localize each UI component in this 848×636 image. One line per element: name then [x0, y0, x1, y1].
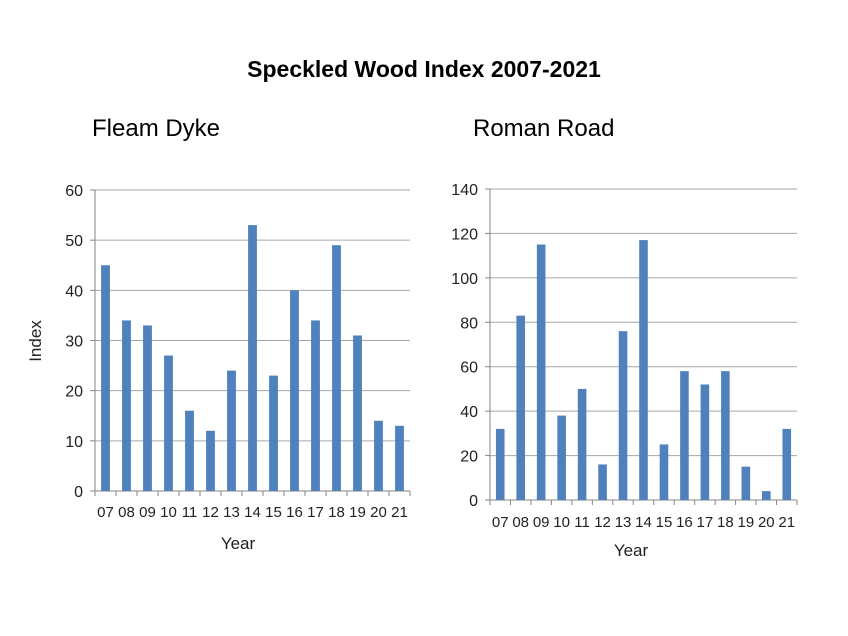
y-tick-label: 0	[469, 493, 478, 510]
bar-07	[495, 428, 505, 500]
bar-19	[353, 335, 362, 491]
x-tick-label: 20	[758, 514, 775, 531]
y-tick-label: 140	[451, 182, 478, 199]
y-tick-label: 0	[74, 484, 83, 501]
bar-21	[395, 425, 404, 491]
x-tick-label: 18	[717, 514, 734, 531]
bar-18	[721, 371, 730, 500]
y-tick-label: 20	[460, 449, 478, 466]
x-tick-label: 09	[533, 514, 550, 531]
x-tick-label: 10	[553, 514, 570, 531]
x-tick-label: 21	[391, 504, 408, 521]
bar-17	[311, 320, 320, 491]
bar-15	[269, 375, 278, 491]
x-tick-label: 15	[265, 504, 282, 521]
x-tick-label: 08	[512, 514, 529, 531]
y-tick-label: 20	[65, 384, 83, 401]
x-tick-label: 13	[615, 514, 632, 531]
x-tick-label: 11	[182, 504, 198, 521]
bar-11	[185, 410, 194, 491]
bar-10	[164, 355, 173, 491]
bar-15	[659, 444, 669, 500]
x-axis-label: Year	[221, 534, 256, 553]
y-tick-label: 40	[460, 404, 478, 421]
bar-21	[782, 428, 792, 500]
y-tick-label: 120	[451, 226, 478, 243]
x-tick-label: 19	[737, 514, 754, 531]
y-tick-label: 60	[460, 360, 478, 377]
bar-16	[290, 290, 299, 491]
bar-18	[332, 245, 341, 491]
x-tick-label: 17	[697, 514, 714, 531]
x-tick-label: 20	[370, 504, 387, 521]
y-tick-label: 30	[65, 334, 83, 351]
x-tick-label: 14	[635, 514, 652, 531]
bar-17	[700, 384, 710, 500]
x-tick-label: 16	[286, 504, 303, 521]
x-tick-label: 08	[118, 504, 135, 521]
bar-12	[598, 464, 607, 500]
bar-09	[536, 244, 546, 500]
chart-title-fleam-dyke: Fleam Dyke	[92, 115, 221, 142]
x-tick-label: 21	[778, 514, 795, 531]
y-axis-label: Index	[26, 320, 45, 362]
bar-14	[639, 240, 648, 501]
x-tick-label: 12	[594, 514, 611, 531]
y-tick-label: 10	[65, 434, 83, 451]
y-tick-label: 40	[65, 283, 83, 300]
bar-20	[374, 420, 383, 491]
x-tick-label: 19	[349, 504, 366, 521]
x-tick-label: 12	[202, 504, 219, 521]
x-tick-label: 10	[160, 504, 177, 521]
bar-13	[618, 331, 628, 500]
x-tick-label: 16	[676, 514, 693, 531]
x-tick-label: 11	[574, 514, 590, 531]
main-title: Speckled Wood Index 2007-2021	[247, 56, 601, 82]
x-tick-label: 13	[223, 504, 240, 521]
bar-20	[762, 491, 771, 500]
bar-07	[101, 265, 110, 491]
bar-14	[248, 225, 257, 491]
x-tick-label: 15	[656, 514, 673, 531]
x-axis-label: Year	[614, 541, 649, 560]
x-tick-label: 14	[244, 504, 261, 521]
y-tick-label: 50	[65, 233, 83, 250]
bar-16	[680, 371, 689, 500]
bar-08	[122, 320, 131, 491]
y-tick-label: 60	[65, 183, 83, 200]
bar-19	[741, 466, 751, 500]
x-tick-label: 09	[139, 504, 156, 521]
chart-title-roman-road: Roman Road	[473, 115, 615, 142]
y-tick-label: 100	[451, 271, 478, 288]
y-tick-label: 80	[460, 315, 478, 332]
bar-13	[227, 370, 236, 491]
bar-10	[557, 415, 566, 500]
x-tick-label: 17	[307, 504, 324, 521]
x-tick-label: 18	[328, 504, 345, 521]
x-tick-label: 07	[97, 504, 114, 521]
bar-09	[143, 325, 152, 491]
bar-12	[206, 430, 215, 491]
bar-11	[577, 388, 587, 500]
x-tick-label: 07	[492, 514, 509, 531]
bar-08	[516, 315, 525, 500]
